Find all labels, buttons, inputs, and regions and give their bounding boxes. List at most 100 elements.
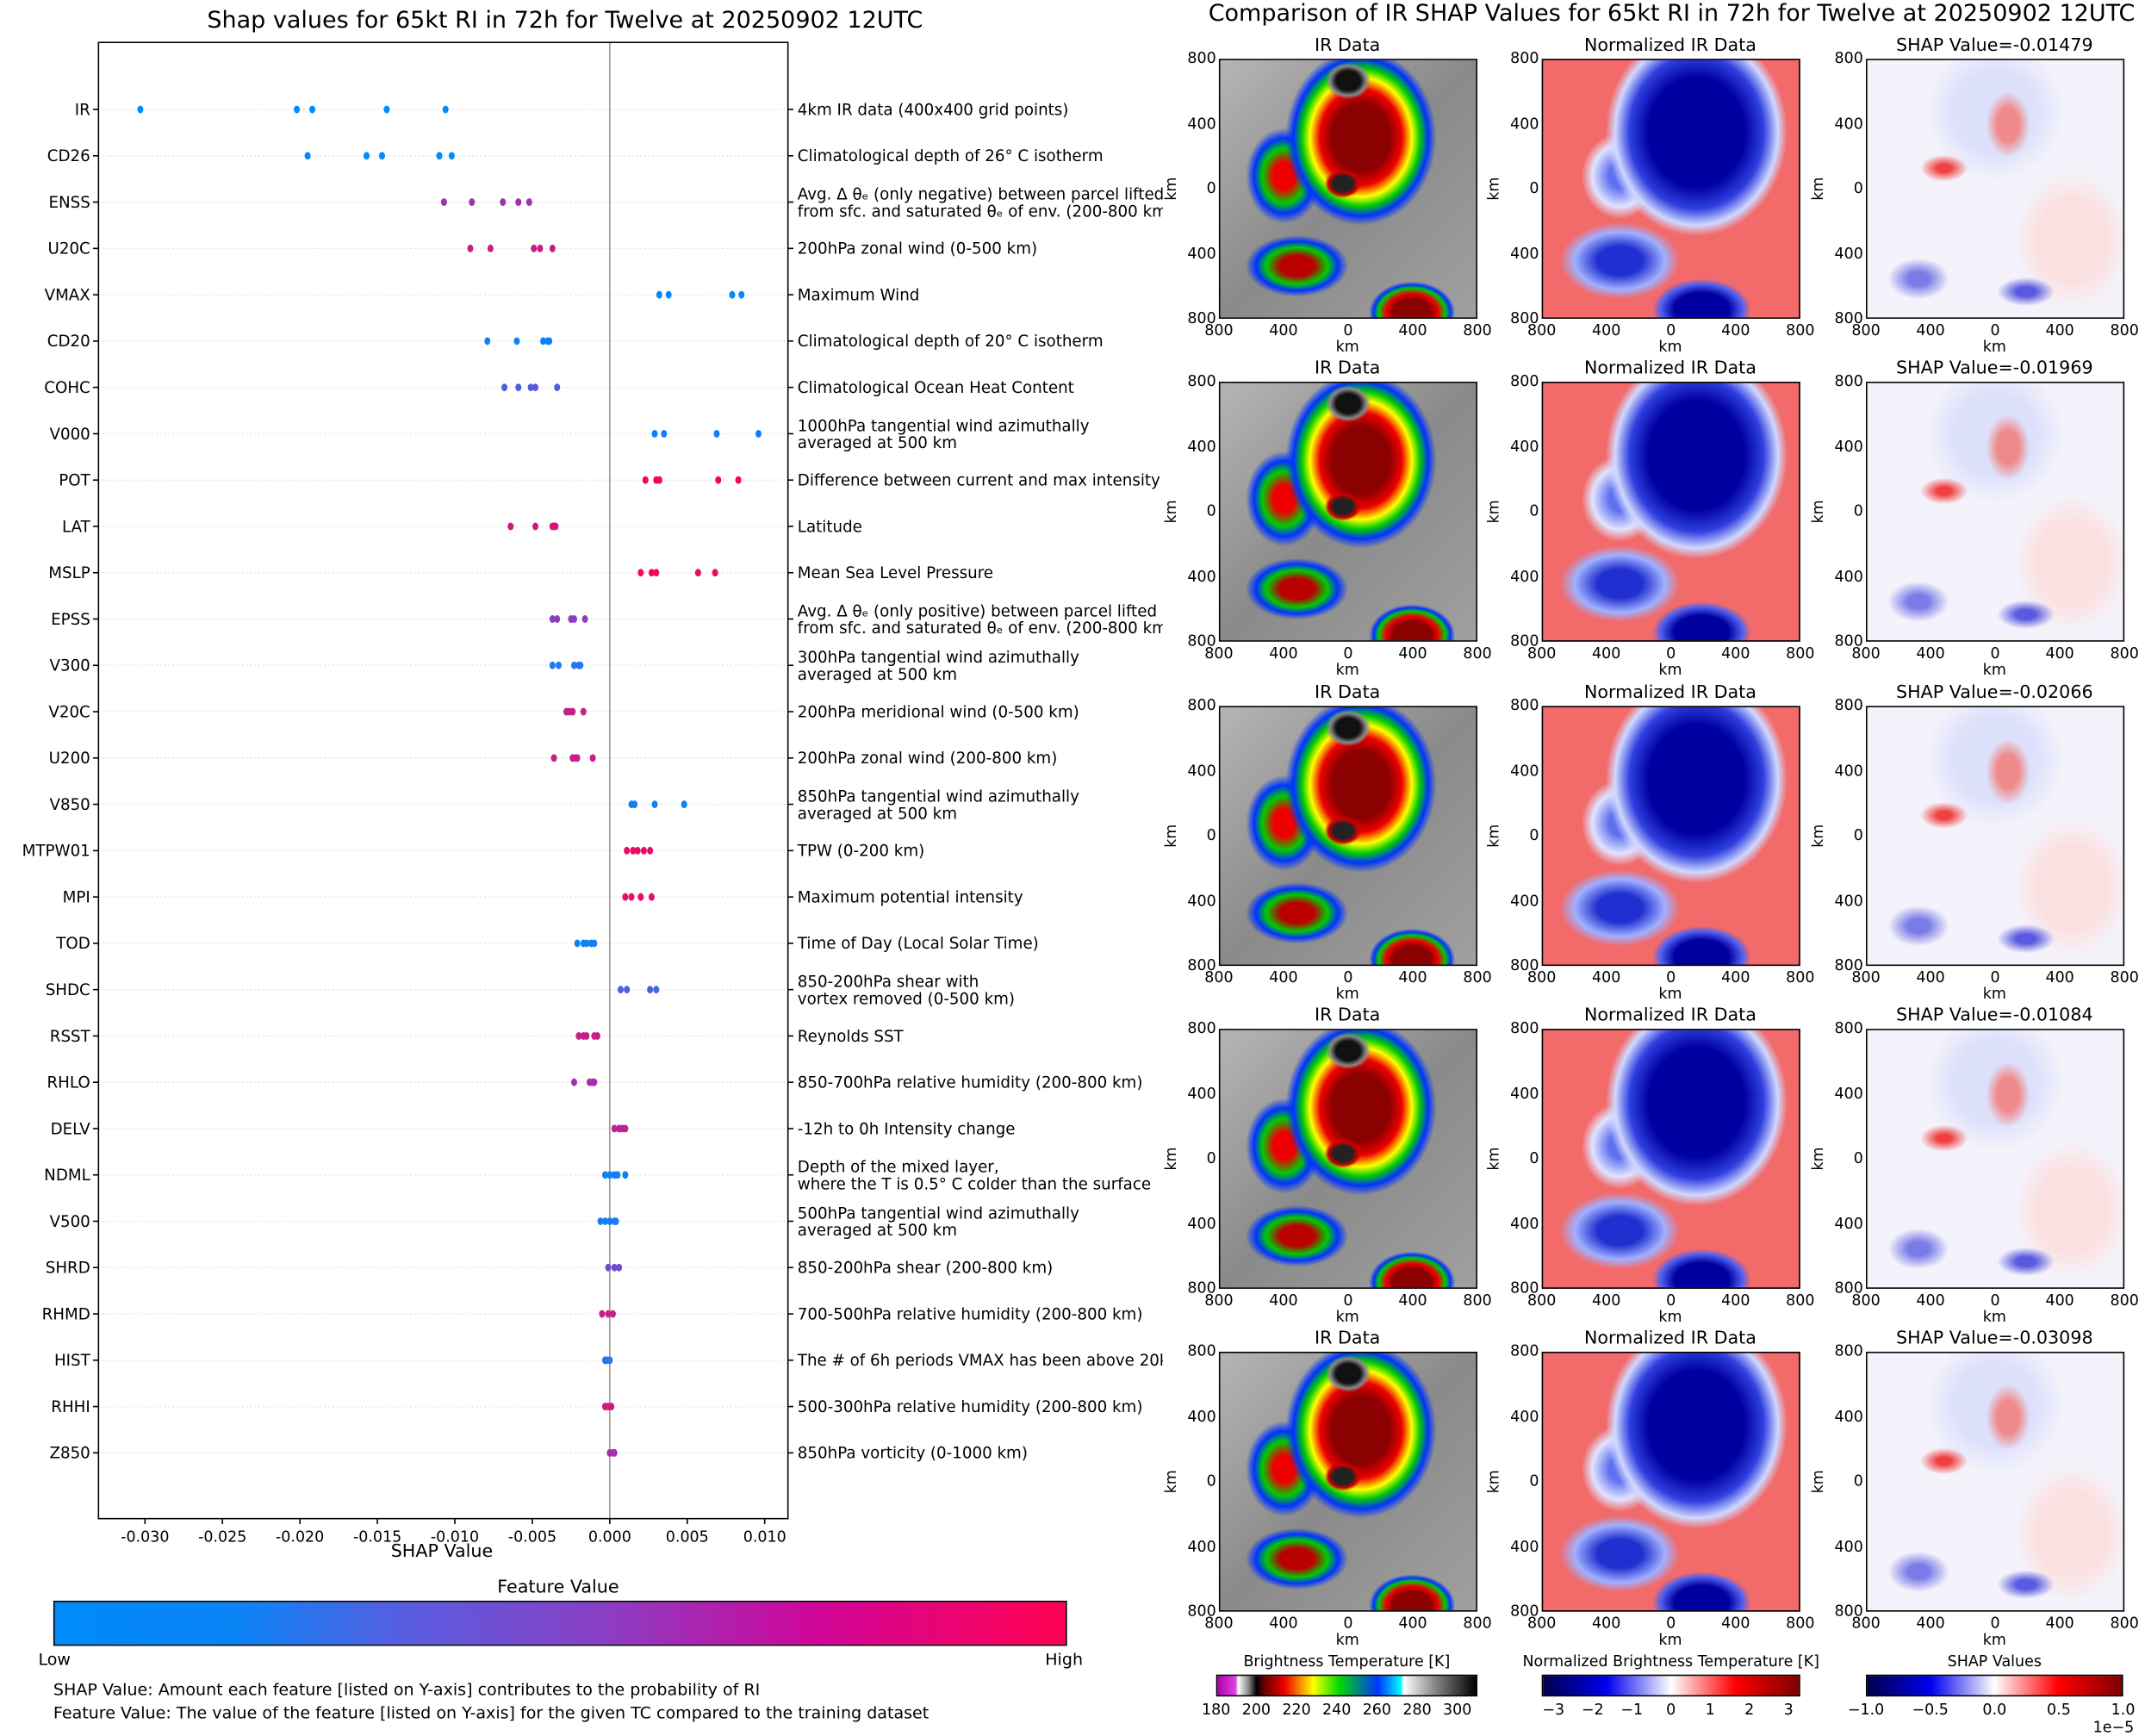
feature-description: 4km IR data (400x400 grid points) [798,101,1069,119]
shap-point-v20c [580,707,587,716]
feature-label: U20C [47,240,90,258]
y-axis-label: km [1484,1147,1503,1171]
shap-point-rhmd [605,1310,612,1318]
shap-point-shdc [647,986,654,994]
x-tick-label: 400 [1721,644,1750,663]
shap-point-cohc [501,383,508,392]
shap-point-enss [469,198,476,207]
shap-point-v850 [651,800,658,809]
x-tick-label: 400 [1916,321,1945,339]
shap-point-u20c [467,244,474,252]
y-tick-label: 0 [1206,1148,1216,1167]
panel-title-shap: SHAP Value=-0.01479 [1896,35,2093,57]
feature-label: MSLP [48,564,90,582]
feature-label: SHRD [46,1260,90,1278]
y-tick-label: 800 [1187,632,1216,650]
shap-point-epss [549,615,556,623]
colorbar-exponent: 1e−5 [2092,1718,2135,1736]
y-tick-label: 400 [1510,437,1539,456]
feature-label: COHC [44,379,90,397]
y-axis-label: km [1162,1147,1180,1171]
x-tick-label: 400 [1398,1614,1427,1633]
y-axis-label: km [1162,1470,1180,1494]
feature-description: Avg. Δ θₑ (only positive) between parcel… [798,602,1163,638]
x-tick-label: 400 [2045,968,2074,986]
y-tick-label: 400 [1834,761,1863,780]
y-tick-label: 0 [1529,826,1539,844]
feature-label: U200 [49,750,90,768]
feature-description: 500-300hPa relative humidity (200-800 km… [798,1398,1143,1416]
feature-description: Depth of the mixed layer, where the T is … [798,1159,1151,1194]
feature-description: 850hPa vorticity (0-1000 km) [798,1445,1028,1463]
panel-title-normalized-ir: Normalized IR Data [1583,1005,1756,1026]
x-tick-label: 400 [1721,968,1750,986]
panel-title-normalized-ir: Normalized IR Data [1583,358,1756,379]
feature-label: RHHI [51,1398,90,1416]
y-tick-label: 800 [1510,1279,1539,1297]
x-tick-label: 800 [1463,968,1492,986]
x-tick-label: 800 [1527,1614,1557,1633]
x-axis-label: km [1335,661,1359,679]
x-tick-label: 0 [1343,644,1353,663]
feature-label: VMAX [45,286,90,304]
feature-value-colorbar [53,1600,1067,1646]
feature-label: RHMD [42,1305,90,1323]
shap-point-enss [440,198,447,207]
colorbar-normalized-brightness [1541,1674,1800,1697]
x-tick-label: 0 [1343,968,1353,986]
feature-label: POT [59,472,90,490]
left-chart-title: Shap values for 65kt RI in 72h for Twelv… [207,6,923,34]
shap-point-vmax [656,290,662,299]
shap-point-pot [715,476,722,484]
y-tick-label: 800 [1834,1019,1863,1037]
shap-point-mtpw01 [640,846,647,855]
y-axis-label: km [1809,824,1827,848]
y-tick-label: 400 [1187,761,1216,780]
shap-point-mtpw01 [647,846,654,855]
x-tick-label: 0 [1990,1291,2000,1310]
y-tick-label: 400 [1510,114,1539,133]
colorbar-title: SHAP Values [1947,1652,2042,1671]
panel-title-ir-data: IR Data [1315,682,1381,704]
x-tick-label: 400 [1398,968,1427,986]
x-axis-label: km [1982,1308,2006,1326]
y-axis-label: km [1484,177,1503,201]
shap-point-enss [515,198,522,207]
shap-point-rsst [594,1031,600,1040]
x-tick-label: 800 [1463,1614,1492,1633]
panel-normalized-ir-image [1541,382,1800,642]
y-tick-label: 0 [1206,501,1216,520]
feature-description: 500hPa tangential wind azimuthally averag… [798,1204,1079,1240]
x-tick-label: -0.030 [121,1529,169,1546]
shap-point-rsst [575,1031,582,1040]
panel-shap-image [1866,1029,2125,1289]
x-tick-label: 400 [1269,968,1298,986]
y-tick-label: 400 [1834,567,1863,585]
panel-normalized-ir-image [1541,1351,1800,1612]
x-tick-label: 800 [1851,968,1881,986]
y-tick-label: 400 [1834,244,1863,263]
colorbar-tick-label: −1 [1620,1700,1644,1719]
y-tick-label: 800 [1834,371,1863,390]
y-axis-label: km [1484,500,1503,524]
y-tick-label: 400 [1510,1537,1539,1555]
colorbar-tick-label: 0.0 [1982,1700,2007,1719]
y-tick-label: 800 [1187,1279,1216,1297]
x-tick-label: 0 [1343,1291,1353,1310]
shap-point-u200 [589,754,596,762]
colorbar-tick-label: 1 [1705,1700,1715,1719]
x-tick-label: 800 [1851,1614,1881,1633]
shap-point-lat [552,522,559,531]
y-tick-label: 800 [1510,632,1539,650]
feature-label: SHDC [46,981,90,999]
colorbar-tick-label: 200 [1241,1700,1271,1719]
x-tick-label: 800 [1527,968,1557,986]
shap-point-rhhi [608,1403,615,1411]
x-tick-label: 400 [1269,1614,1298,1633]
shap-point-shdc [624,986,631,994]
y-tick-label: 400 [1834,437,1863,456]
x-tick-label: 800 [1204,644,1234,663]
y-tick-label: 0 [1206,179,1216,197]
feature-description: Difference between current and max inten… [798,472,1160,490]
feature-label: V000 [49,426,90,444]
